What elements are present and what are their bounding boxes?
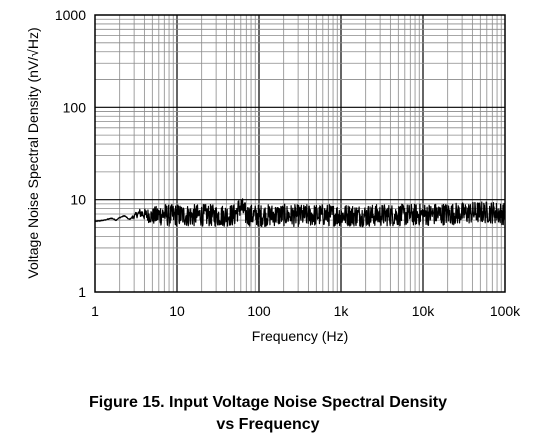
x-tick-label: 100k xyxy=(490,303,521,319)
x-tick-label: 1 xyxy=(91,303,99,319)
plot-background xyxy=(95,15,505,292)
x-tick-label: 10k xyxy=(412,303,436,319)
y-tick-labels: 1 10 100 1000 xyxy=(55,7,86,300)
y-tick-label: 100 xyxy=(63,99,87,115)
plot-frame xyxy=(94,14,506,293)
x-tick-label: 100 xyxy=(247,303,271,319)
figure-caption: Figure 15. Input Voltage Noise Spectral … xyxy=(0,392,536,436)
x-tick-labels: 1 10 100 1k 10k 100k xyxy=(91,303,521,319)
y-tick-label: 1 xyxy=(78,284,86,300)
caption-line-2: vs Frequency xyxy=(216,416,320,433)
x-axis-label: Frequency (Hz) xyxy=(252,328,348,344)
x-tick-label: 10 xyxy=(169,303,185,319)
noise-density-chart: 1 10 100 1k 10k 100k 1 10 100 1000 Frequency (Hz… xyxy=(25,7,521,344)
grid-lines xyxy=(95,15,505,292)
y-tick-label: 10 xyxy=(70,192,86,208)
noise-density-series xyxy=(94,198,506,228)
y-axis-label: Voltage Noise Spectral Density (nV/√Hz) xyxy=(25,27,41,278)
caption-line-1: Figure 15. Input Voltage Noise Spectral … xyxy=(88,394,447,411)
y-tick-label: 1000 xyxy=(55,7,86,23)
x-tick-label: 1k xyxy=(334,303,350,319)
